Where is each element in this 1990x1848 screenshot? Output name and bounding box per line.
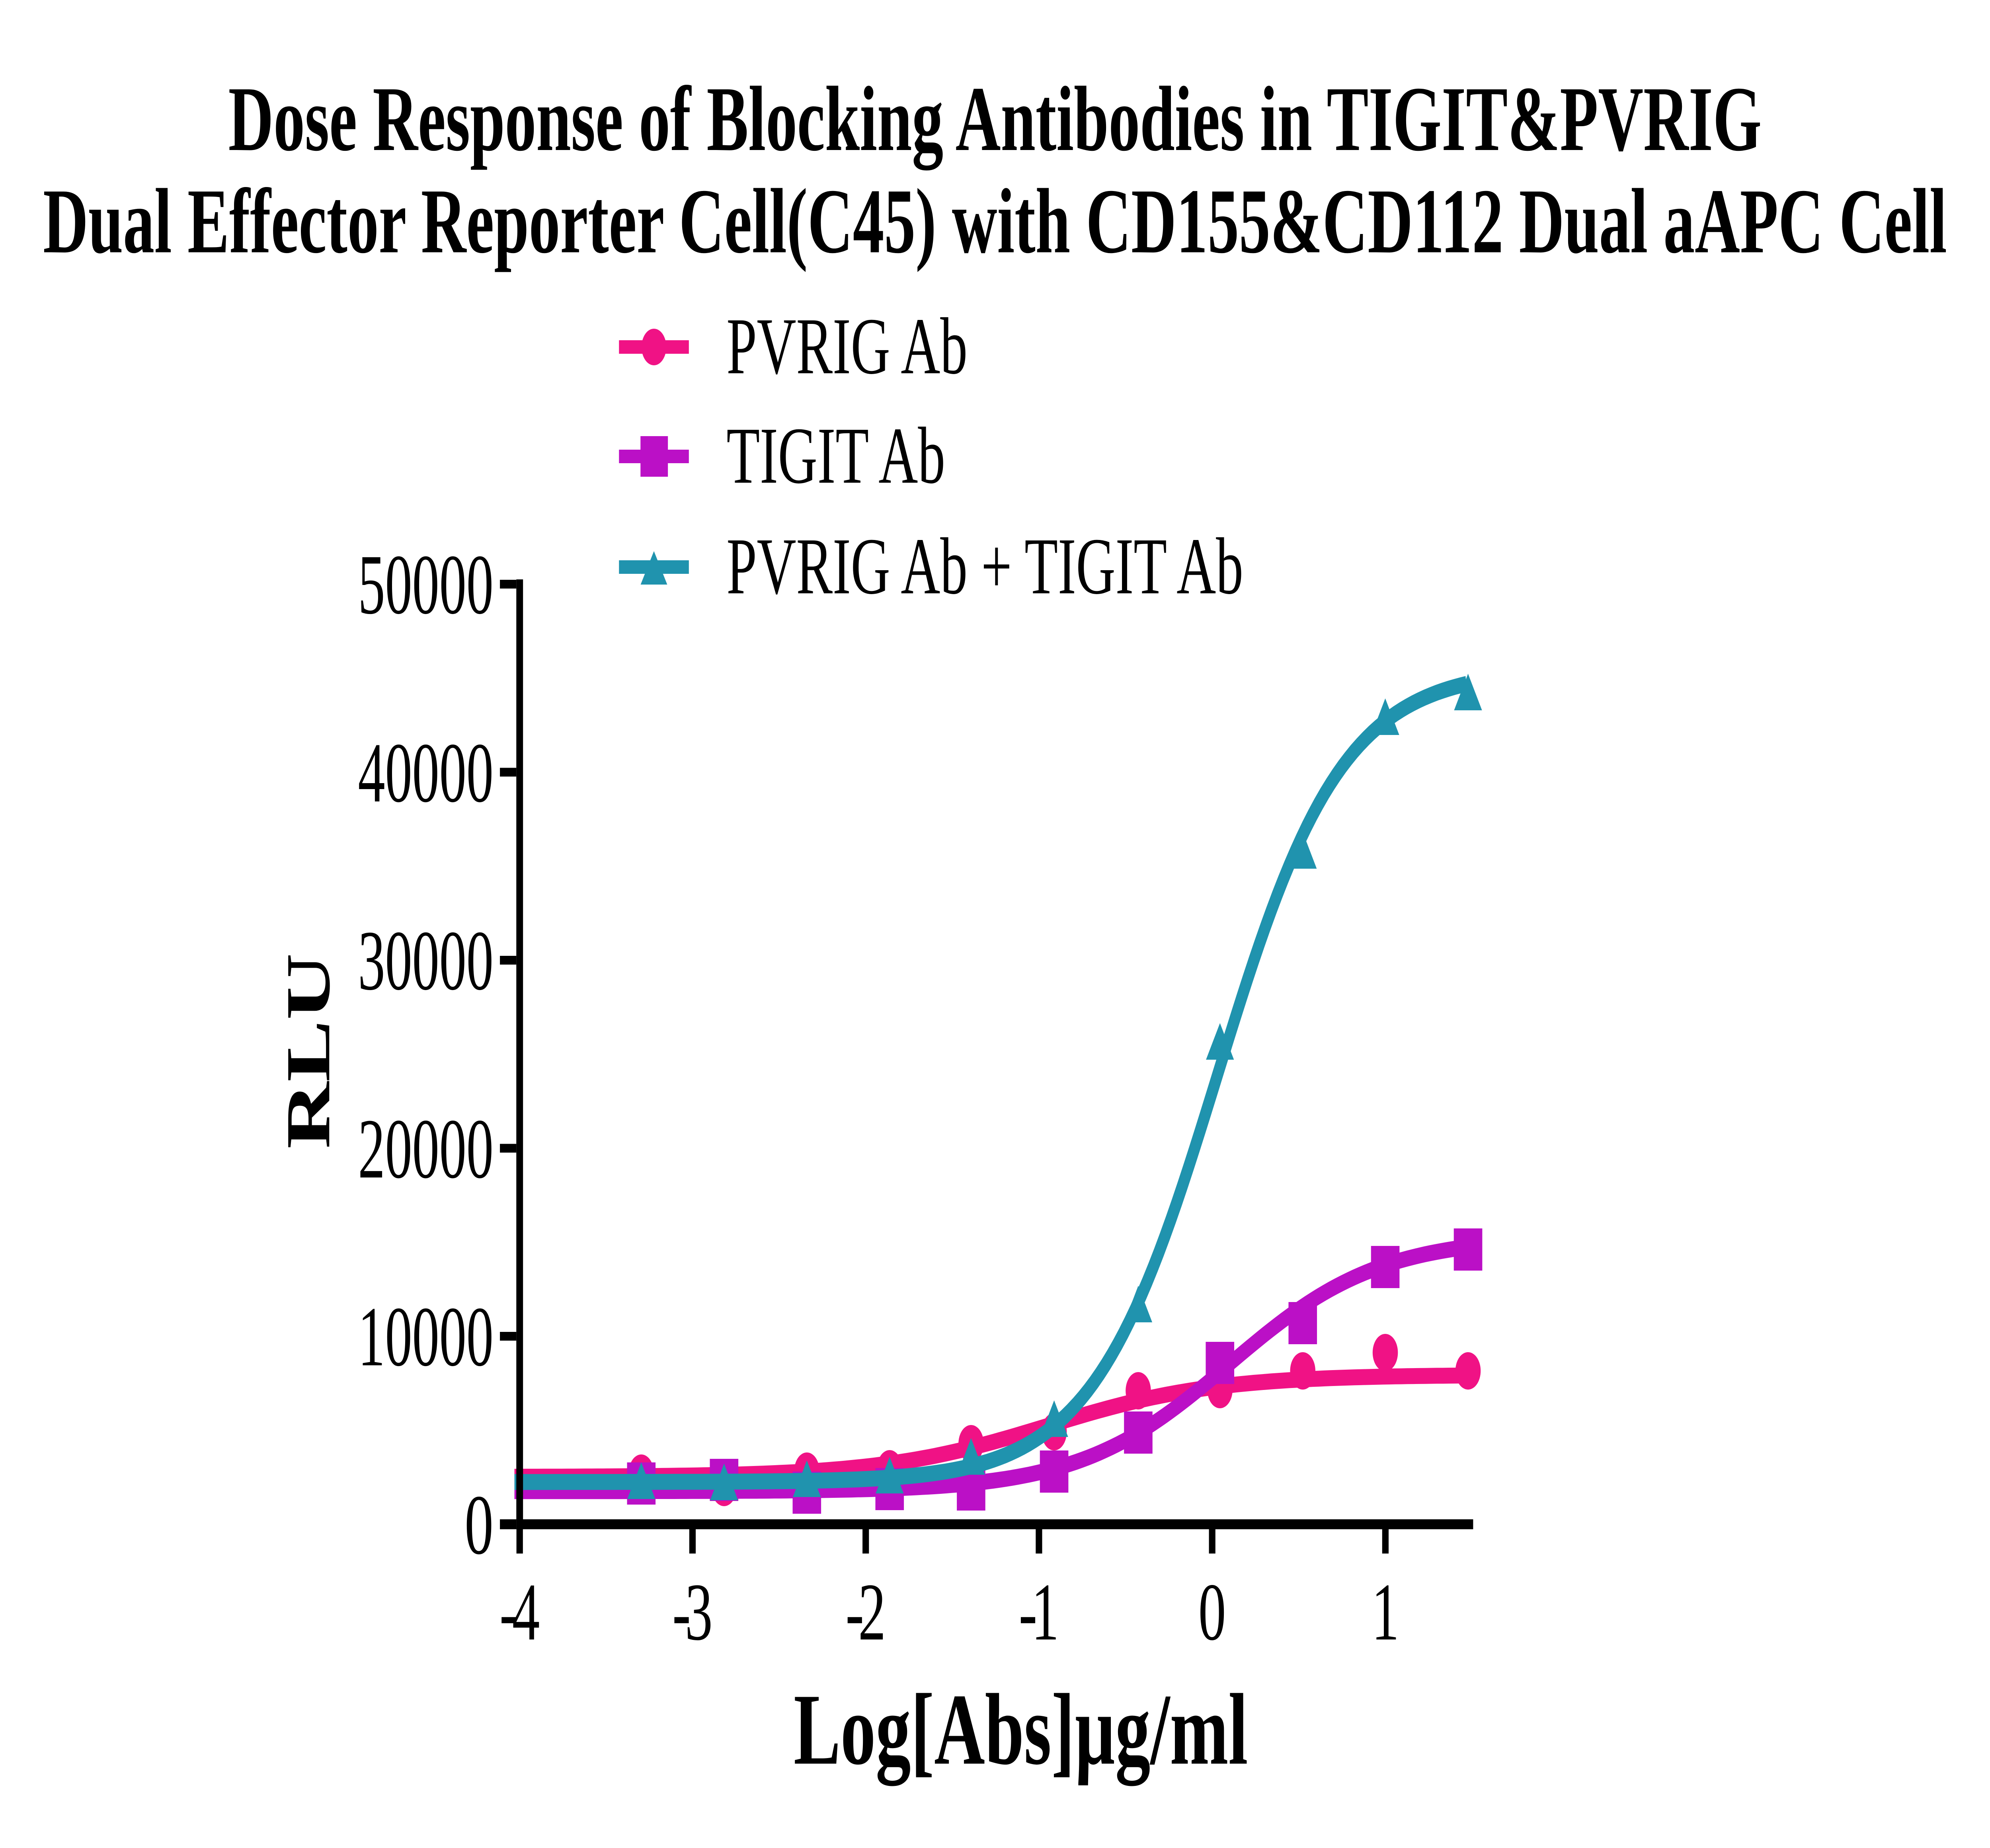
svg-text:Dual Effector Reporter Cell(C4: Dual Effector Reporter Cell(C45) with CD… <box>43 170 1947 273</box>
svg-text:-2: -2 <box>846 1567 886 1658</box>
svg-text:TIGIT Ab: TIGIT Ab <box>726 411 945 501</box>
svg-text:-3: -3 <box>672 1567 712 1658</box>
svg-text:Log[Abs]µg/ml: Log[Abs]µg/ml <box>794 1673 1248 1786</box>
svg-text:0: 0 <box>1198 1567 1226 1658</box>
svg-text:1: 1 <box>1372 1567 1399 1658</box>
svg-text:RLU: RLU <box>274 953 343 1149</box>
svg-text:40000: 40000 <box>358 725 494 820</box>
svg-text:-1: -1 <box>1019 1567 1059 1658</box>
svg-text:PVRIG Ab + TIGIT Ab: PVRIG Ab + TIGIT Ab <box>726 522 1243 611</box>
svg-text:-4: -4 <box>499 1567 540 1658</box>
svg-text:50000: 50000 <box>358 537 494 632</box>
svg-text:30000: 30000 <box>358 913 494 1008</box>
svg-text:PVRIG Ab: PVRIG Ab <box>726 302 968 391</box>
svg-text:Dose Response of Blocking Anti: Dose Response of Blocking Antibodies in … <box>228 68 1762 171</box>
svg-text:20000: 20000 <box>358 1101 494 1196</box>
svg-text:0: 0 <box>464 1478 494 1572</box>
svg-text:10000: 10000 <box>358 1289 494 1384</box>
